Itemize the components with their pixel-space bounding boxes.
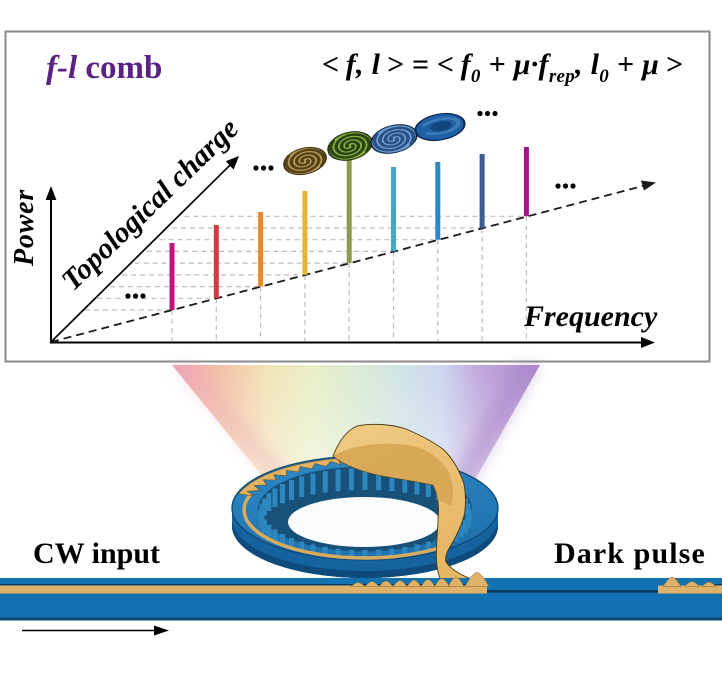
svg-text:Frequency: Frequency (523, 300, 658, 333)
svg-text:Power: Power (9, 189, 40, 267)
svg-text:CW input: CW input (33, 537, 160, 570)
svg-text:< f, l > = < f0 + μ·frep, l0 +: < f, l > = < f0 + μ·frep, l0 + μ > (322, 48, 683, 87)
svg-text:f-l comb: f-l comb (46, 50, 162, 86)
svg-text:Dark pulse: Dark pulse (554, 537, 706, 570)
